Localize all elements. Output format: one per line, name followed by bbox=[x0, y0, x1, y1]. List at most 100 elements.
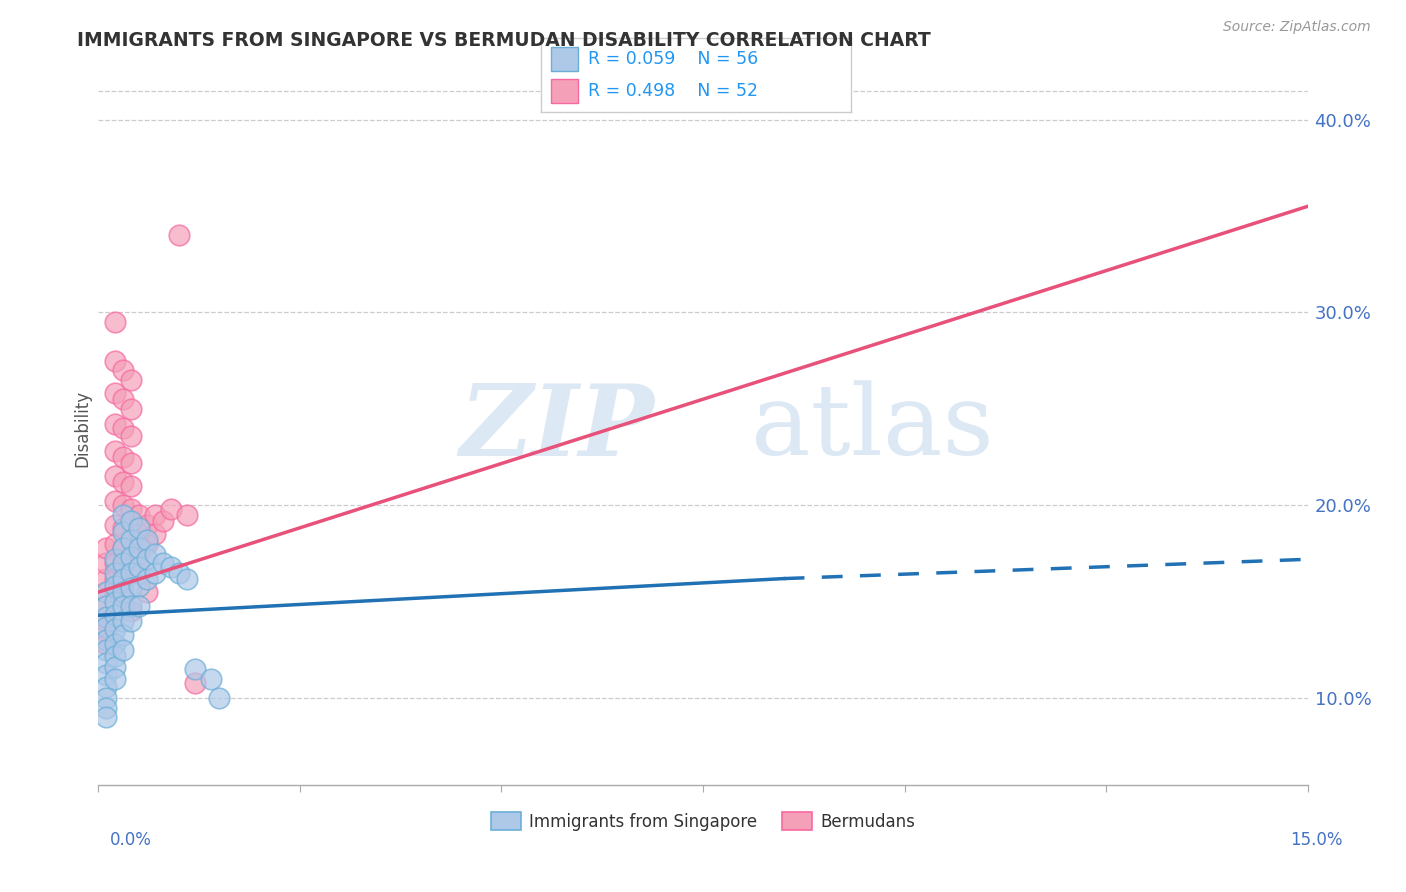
Point bbox=[96, 633, 118, 648]
Point bbox=[120, 533, 142, 547]
Point bbox=[143, 508, 166, 522]
Point bbox=[96, 668, 118, 682]
Point bbox=[103, 608, 125, 623]
Text: 0.0%: 0.0% bbox=[110, 831, 152, 849]
Point bbox=[120, 614, 142, 628]
Point bbox=[128, 541, 150, 555]
Point bbox=[184, 662, 207, 676]
Point bbox=[103, 595, 125, 609]
Point bbox=[103, 648, 125, 663]
Point bbox=[111, 475, 134, 490]
Point bbox=[96, 680, 118, 694]
Point bbox=[96, 541, 118, 555]
Point bbox=[103, 622, 125, 636]
Point bbox=[103, 672, 125, 686]
Point bbox=[111, 591, 134, 605]
Point bbox=[111, 575, 134, 590]
Point bbox=[120, 429, 142, 443]
Point bbox=[135, 572, 157, 586]
Point bbox=[96, 572, 118, 586]
Point bbox=[111, 521, 134, 535]
Point bbox=[111, 560, 134, 574]
Point bbox=[103, 660, 125, 674]
Point bbox=[103, 517, 125, 532]
Point bbox=[152, 514, 174, 528]
Text: R = 0.059    N = 56: R = 0.059 N = 56 bbox=[588, 50, 758, 68]
Point bbox=[120, 401, 142, 416]
Point bbox=[96, 599, 118, 613]
Point bbox=[120, 550, 142, 565]
Point bbox=[128, 527, 150, 541]
Point bbox=[96, 701, 118, 715]
Point bbox=[103, 637, 125, 651]
Point bbox=[111, 614, 134, 628]
Point bbox=[120, 599, 142, 613]
Point bbox=[111, 525, 134, 540]
Text: atlas: atlas bbox=[751, 380, 994, 476]
Point bbox=[143, 527, 166, 541]
Point bbox=[111, 421, 134, 435]
Point bbox=[103, 537, 125, 551]
Point bbox=[152, 556, 174, 570]
Point bbox=[96, 610, 118, 624]
Point bbox=[135, 585, 157, 599]
Point bbox=[120, 373, 142, 387]
Point bbox=[167, 566, 190, 580]
Point bbox=[103, 556, 125, 570]
Point bbox=[103, 585, 125, 599]
Point bbox=[103, 552, 125, 566]
Point bbox=[111, 627, 134, 641]
Point bbox=[111, 572, 134, 586]
Y-axis label: Disability: Disability bbox=[73, 390, 91, 467]
Text: Source: ZipAtlas.com: Source: ZipAtlas.com bbox=[1223, 20, 1371, 34]
Point bbox=[111, 541, 134, 555]
Point bbox=[128, 599, 150, 613]
Point bbox=[143, 547, 166, 561]
Point bbox=[103, 353, 125, 368]
Point bbox=[96, 614, 118, 628]
Point bbox=[176, 508, 198, 522]
Point bbox=[103, 386, 125, 401]
Point bbox=[96, 620, 118, 634]
Point bbox=[111, 599, 134, 613]
Point bbox=[143, 566, 166, 580]
Point bbox=[111, 450, 134, 464]
Point bbox=[96, 691, 118, 706]
Point bbox=[128, 508, 150, 522]
Point bbox=[128, 579, 150, 593]
Point bbox=[96, 624, 118, 638]
Point bbox=[103, 572, 125, 586]
Point bbox=[135, 517, 157, 532]
Point bbox=[111, 585, 134, 599]
Point bbox=[103, 315, 125, 329]
Text: R = 0.498    N = 52: R = 0.498 N = 52 bbox=[588, 82, 758, 100]
Point bbox=[208, 691, 231, 706]
Point bbox=[120, 566, 142, 580]
Point bbox=[96, 556, 118, 570]
Point bbox=[160, 502, 183, 516]
Point bbox=[120, 581, 142, 595]
Point bbox=[120, 502, 142, 516]
Point bbox=[111, 392, 134, 407]
Point bbox=[200, 672, 222, 686]
Bar bbox=[551, 79, 578, 103]
Point bbox=[111, 643, 134, 657]
Point bbox=[111, 363, 134, 377]
Point bbox=[120, 604, 142, 618]
Point bbox=[111, 556, 134, 570]
Point bbox=[128, 560, 150, 574]
Point bbox=[120, 514, 142, 528]
Point bbox=[103, 469, 125, 483]
Point bbox=[96, 710, 118, 724]
Point bbox=[135, 533, 157, 547]
Point bbox=[135, 537, 157, 551]
Point bbox=[96, 599, 118, 613]
Point bbox=[128, 547, 150, 561]
Point bbox=[184, 675, 207, 690]
Point bbox=[103, 417, 125, 432]
Text: 15.0%: 15.0% bbox=[1291, 831, 1343, 849]
Point bbox=[120, 479, 142, 493]
Point bbox=[135, 552, 157, 566]
Point bbox=[111, 508, 134, 522]
Point bbox=[103, 579, 125, 593]
